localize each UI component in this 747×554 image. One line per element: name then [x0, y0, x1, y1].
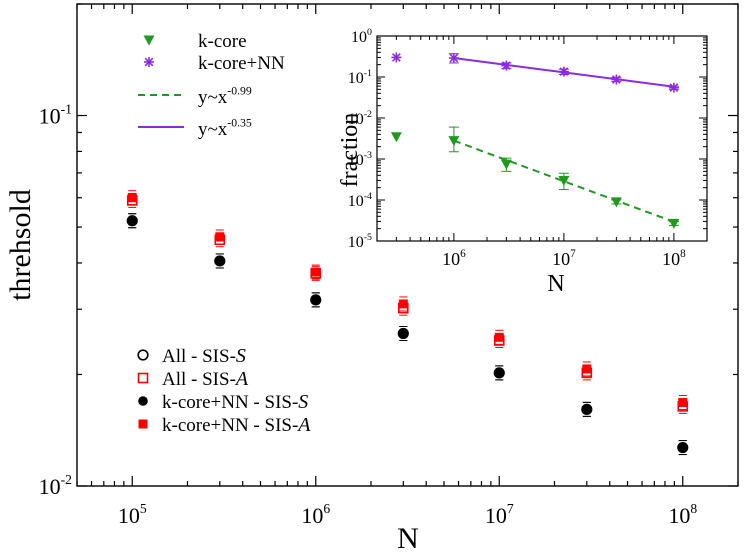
- inset-x-tick-label: 108: [662, 248, 686, 269]
- data-point: [494, 332, 504, 342]
- legend-label: k-core+NN - SIS-S: [162, 391, 308, 413]
- legend-marker: [138, 396, 148, 406]
- y-tick-label: 10-1: [39, 102, 72, 129]
- legend-marker: [144, 57, 154, 67]
- legend-label: y~x-0.35: [198, 116, 252, 140]
- data-point: [493, 335, 505, 346]
- x-tick-label: 105: [118, 501, 147, 528]
- data-point: [310, 268, 322, 279]
- y-tick-label: 10-2: [39, 472, 73, 499]
- inset-data-point: [668, 218, 680, 229]
- inset-data-point: [390, 132, 402, 143]
- inset-data-point: [610, 197, 622, 208]
- legend-label: All - SIS-S: [162, 345, 246, 367]
- inset-data-point: [448, 136, 460, 147]
- main-y-axis-label: threhsold: [4, 189, 37, 301]
- data-point: [493, 367, 505, 379]
- legend-marker: [138, 419, 148, 429]
- legend-marker: [143, 35, 155, 46]
- inset-y-tick-label: 100: [351, 27, 372, 46]
- inset-data-point: [448, 53, 459, 64]
- data-point: [214, 255, 226, 267]
- inset-plot-frame: [376, 35, 708, 242]
- data-point: [310, 294, 322, 306]
- inset-data-point: [668, 82, 679, 93]
- data-point: [677, 442, 688, 453]
- x-tick-label: 108: [668, 501, 697, 528]
- data-point: [582, 404, 592, 415]
- legend-label: k-core+NN - SIS-A: [162, 414, 311, 436]
- legend-label: k-core+NN: [198, 53, 285, 74]
- inset-data-point: [391, 52, 402, 63]
- main-plot: 105 106 107 108 10-2 10-1: [39, 3, 739, 528]
- data-point: [397, 327, 409, 340]
- inset-data-point: [558, 66, 569, 77]
- legend-label: k-core: [198, 31, 247, 52]
- inset-data-point: [611, 74, 622, 85]
- data-point: [127, 193, 137, 203]
- data-point: [215, 232, 225, 242]
- inset-x-tick-label: 107: [552, 248, 576, 269]
- data-point: [581, 367, 593, 379]
- data-point: [677, 401, 689, 412]
- legend-marker: [137, 349, 149, 361]
- fit-line: [453, 139, 675, 223]
- data-point: [126, 215, 138, 227]
- data-point: [127, 215, 138, 226]
- data-point: [214, 256, 225, 266]
- legend-label: All - SIS-A: [162, 368, 249, 390]
- inset-data-point: [500, 159, 512, 170]
- main-x-axis-label: N: [397, 522, 419, 554]
- data-point: [126, 195, 138, 206]
- inset-plot: 106 107 108 10-5 10-4 10-3 10-2 10-1 100: [348, 27, 708, 269]
- inset-y-tick-label: 10-4: [348, 191, 372, 210]
- inset-y-tick-label: 10-5: [348, 232, 372, 251]
- inset-x-tick-label: 106: [442, 248, 466, 269]
- data-point: [398, 328, 409, 339]
- inset-y-tick-label: 10-3: [348, 150, 372, 169]
- main-plot-frame: [76, 3, 739, 487]
- x-tick-label: 107: [485, 501, 514, 528]
- x-tick-label: 106: [301, 501, 330, 528]
- data-point: [214, 234, 226, 246]
- inset-data-point: [501, 60, 512, 71]
- inset-y-tick-label: 10-2: [348, 109, 372, 128]
- data-point: [311, 267, 321, 277]
- data-point: [581, 403, 593, 415]
- data-point: [310, 295, 321, 305]
- inset-x-axis-label: N: [547, 271, 564, 297]
- inset-y-tick-label: 10-1: [348, 68, 372, 87]
- inset-y-axis-label: fraction: [337, 113, 363, 188]
- legend-marker: [137, 372, 149, 384]
- legend-label: y~x-0.99: [198, 84, 252, 108]
- data-point: [494, 368, 505, 378]
- data-point: [677, 441, 689, 454]
- inset-data-point: [558, 175, 570, 186]
- data-point: [398, 302, 409, 314]
